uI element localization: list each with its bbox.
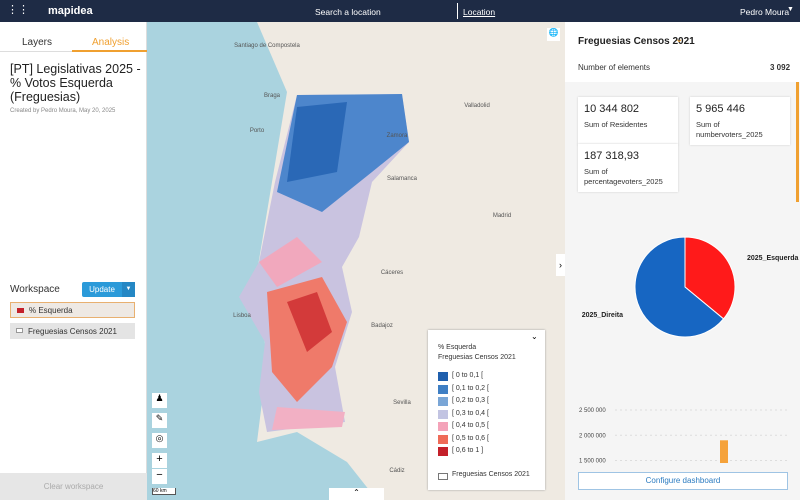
place-label: Santiago de Compostela <box>234 43 300 49</box>
stat-card: 10 344 802 Sum of Residentes <box>578 97 678 145</box>
legend: ⌄ % Esquerda Freguesias Censos 2021 Freg… <box>428 330 545 490</box>
collapse-right[interactable]: › <box>556 254 565 276</box>
legend-swatch <box>438 447 448 456</box>
stat-label: Sum of percentagevoters_2025 <box>584 167 663 186</box>
collapse-bottom[interactable]: ⌃ <box>329 488 384 500</box>
tab-active[interactable]: Analysis <box>92 37 130 48</box>
legend-footer: Freguesias Censos 2021 <box>452 471 530 478</box>
location-link[interactable]: Location <box>463 7 496 17</box>
y-tick-label: 2 500 000 <box>579 408 606 414</box>
legend-footer-swatch <box>438 473 448 480</box>
place-label: Salamanca <box>387 176 418 182</box>
stat-value: 5 965 446 <box>696 103 745 115</box>
pie-slice <box>684 236 736 320</box>
place-label: Zamora <box>387 133 408 139</box>
workspace-label: Workspace <box>10 284 60 295</box>
legend-label: [ 0,5 to 0,6 [ <box>452 434 489 442</box>
legend-label: [ 0,4 to 0,5 [ <box>452 422 489 429</box>
legend-swatch <box>438 422 448 431</box>
user-menu[interactable]: Pedro Moura <box>740 7 790 17</box>
tab-active-underline <box>72 50 147 52</box>
dashboard-charts: 2025_Esquerda 2025_Direita 1 500 000 2 000 … <box>579 236 798 464</box>
place-label: Porto <box>250 128 265 134</box>
bar <box>720 440 728 463</box>
layer-item[interactable]: % Esquerda <box>10 302 135 318</box>
left-panel: Layers Analysis [PT] Legislativas 2025 -… <box>0 22 147 500</box>
stat-value: 10 344 802 <box>584 103 640 115</box>
place-label: Valladolid <box>464 103 490 109</box>
update-dropdown[interactable]: ▼ <box>122 282 135 297</box>
stat-label: Sum of numbervoters_2025 <box>696 120 763 139</box>
legend-swatch <box>438 372 448 381</box>
legend-label: [ 0 to 0,1 [ <box>452 372 484 379</box>
layer-swatch <box>17 308 24 313</box>
legend-title: % Esquerda <box>438 344 477 351</box>
legend-swatch <box>438 384 448 394</box>
clear-workspace[interactable]: Clear workspace <box>0 473 147 500</box>
pie-slice <box>634 236 725 338</box>
legend-label: [ 0,1 to 0,2 [ <box>452 384 489 392</box>
layer-selector[interactable]: Freguesias Censos 2021 <box>578 36 695 47</box>
place-label: Cádiz <box>389 468 404 474</box>
region-south-dark <box>287 292 332 352</box>
measure[interactable]: ✎ <box>152 413 167 428</box>
layer-swatch <box>16 328 23 333</box>
scroll-indicator <box>796 82 799 202</box>
region-north-dark <box>287 102 347 182</box>
legend-label: [ 0,3 to 0,4 [ <box>452 409 489 417</box>
legend-swatch <box>438 434 448 444</box>
panel-header <box>565 22 800 82</box>
map: Santiago de Compostela Braga Porto Zamora Sa… <box>147 22 565 500</box>
y-tick-label: 2 000 000 <box>579 433 606 439</box>
legend-subtitle: Freguesias Censos 2021 <box>438 354 516 361</box>
legend-swatch <box>438 409 448 419</box>
zoom-in[interactable]: + <box>152 453 167 468</box>
map-title: [PT] Legislativas 2025 - % Votos Esquerd… <box>10 62 141 104</box>
legend-swatch <box>438 397 448 406</box>
stat-value: 187 318,93 <box>584 150 640 162</box>
created: Created by Pedro Moura, May 20, 2025 <box>10 108 116 114</box>
place-label: Lisboa <box>233 313 251 319</box>
legend-toggle[interactable]: ⌄ <box>531 332 538 341</box>
update-button[interactable]: Update <box>82 282 122 297</box>
stat-card: 187 318,93 Sum of percentagevoters_2025 <box>578 144 678 192</box>
pie-label: 2025_Direita <box>582 312 623 319</box>
place-label: Sevilla <box>393 400 411 406</box>
layer-name: Freguesias Censos 2021 <box>28 327 117 336</box>
layer-caret[interactable]: ⌄ <box>675 34 684 45</box>
y-tick-label: 1 500 000 <box>579 458 606 464</box>
count-label: Number of elements <box>578 63 651 72</box>
stat-label: Sum of Residentes <box>584 120 648 129</box>
user-caret: ▼ <box>787 6 794 13</box>
street-view[interactable]: ♟ <box>152 393 167 408</box>
place-label: Madrid <box>493 213 511 219</box>
count: 3 092 <box>770 63 791 72</box>
scale-bar: 60 km <box>152 488 176 495</box>
region-algarve <box>272 407 345 430</box>
configure-button[interactable]: Configure dashboard <box>578 472 788 490</box>
sea <box>147 22 377 500</box>
place-label: Badajoz <box>371 323 393 329</box>
place-label: Braga <box>264 93 281 99</box>
region-center <box>259 237 322 287</box>
stat-card: 5 965 446 Sum of numbervoters_2025 <box>690 97 790 145</box>
layer-name: % Esquerda <box>29 306 73 315</box>
layer-item[interactable]: Freguesias Censos 2021 <box>10 323 135 339</box>
locate[interactable]: ◎ <box>152 433 167 448</box>
divider <box>457 3 458 19</box>
pie-label: 2025_Esquerda <box>747 255 798 262</box>
search[interactable]: Search a location <box>315 7 381 17</box>
place-label: Cáceres <box>381 270 403 276</box>
legend-label: [ 0,2 to 0,3 [ <box>452 397 489 404</box>
globe-button[interactable]: 🌐 <box>547 28 560 41</box>
legend-label: [ 0,6 to 1 ] <box>452 447 484 454</box>
tab[interactable]: Layers <box>22 37 53 48</box>
zoom-out[interactable]: − <box>152 469 167 484</box>
brand: mapidea <box>48 5 93 17</box>
topbar: ⋮⋮ mapidea Search a location Location Pe… <box>0 0 800 22</box>
menu-icon[interactable]: ⋮⋮ <box>7 4 29 16</box>
